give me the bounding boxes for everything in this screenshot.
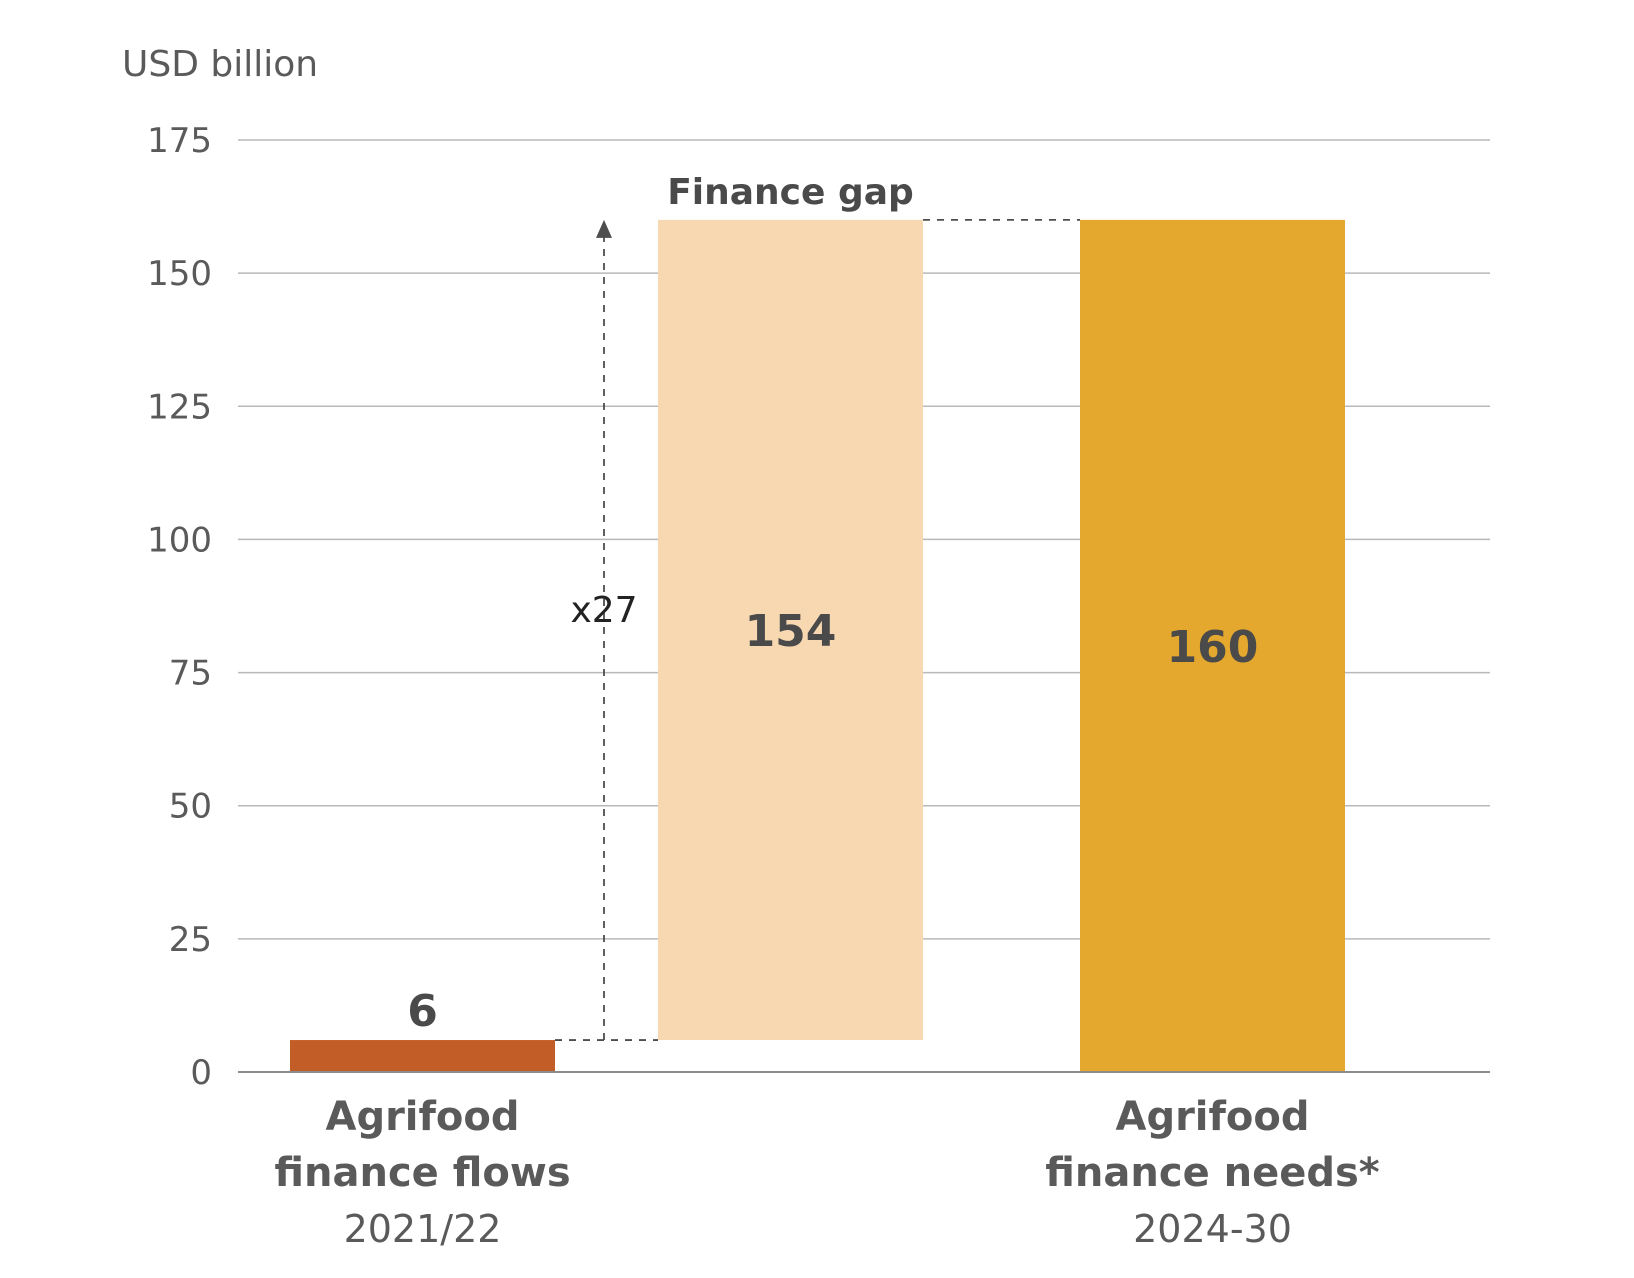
y-tick-label-125: 125 [147,387,212,427]
value-label-flows: 6 [407,986,438,1037]
category-label-needs-line2: finance needs* [1045,1150,1380,1196]
multiplier-arrow-head [596,219,612,238]
category-label-flows-line1: Agrifood [325,1094,519,1140]
bars [290,219,1345,1072]
y-tick-label-75: 75 [169,654,212,694]
value-label-gap: 154 [745,606,837,657]
category-label-needs-line1: Agrifood [1115,1094,1309,1140]
category-labels: Finance gap Agrifood finance flows 2021/22 A… [274,172,1379,1251]
y-tick-labels: 0 25 50 75 100 125 150 175 [147,121,212,1093]
y-axis-unit-label: USD billion [122,44,318,85]
multiplier-annotation: x27 [570,590,637,631]
category-label-gap: Finance gap [667,172,914,213]
y-tick-label-150: 150 [147,254,212,294]
y-tick-label-50: 50 [169,787,212,827]
bar-needs [1080,219,1345,1072]
value-labels: 6 154 160 x27 [407,590,1258,1037]
connector-lines [555,218,1080,1041]
category-label-flows-line2: finance flows [274,1150,570,1196]
y-tick-label-25: 25 [169,920,212,960]
bar-gap [658,219,923,1041]
y-tick-label-175: 175 [147,121,212,161]
bar-flows [290,1040,555,1072]
y-tick-label-0: 0 [190,1053,212,1093]
category-label-flows-period: 2021/22 [344,1207,502,1251]
y-tick-label-100: 100 [147,520,212,560]
category-label-needs-period: 2024-30 [1133,1207,1292,1251]
value-label-needs: 160 [1167,622,1259,673]
